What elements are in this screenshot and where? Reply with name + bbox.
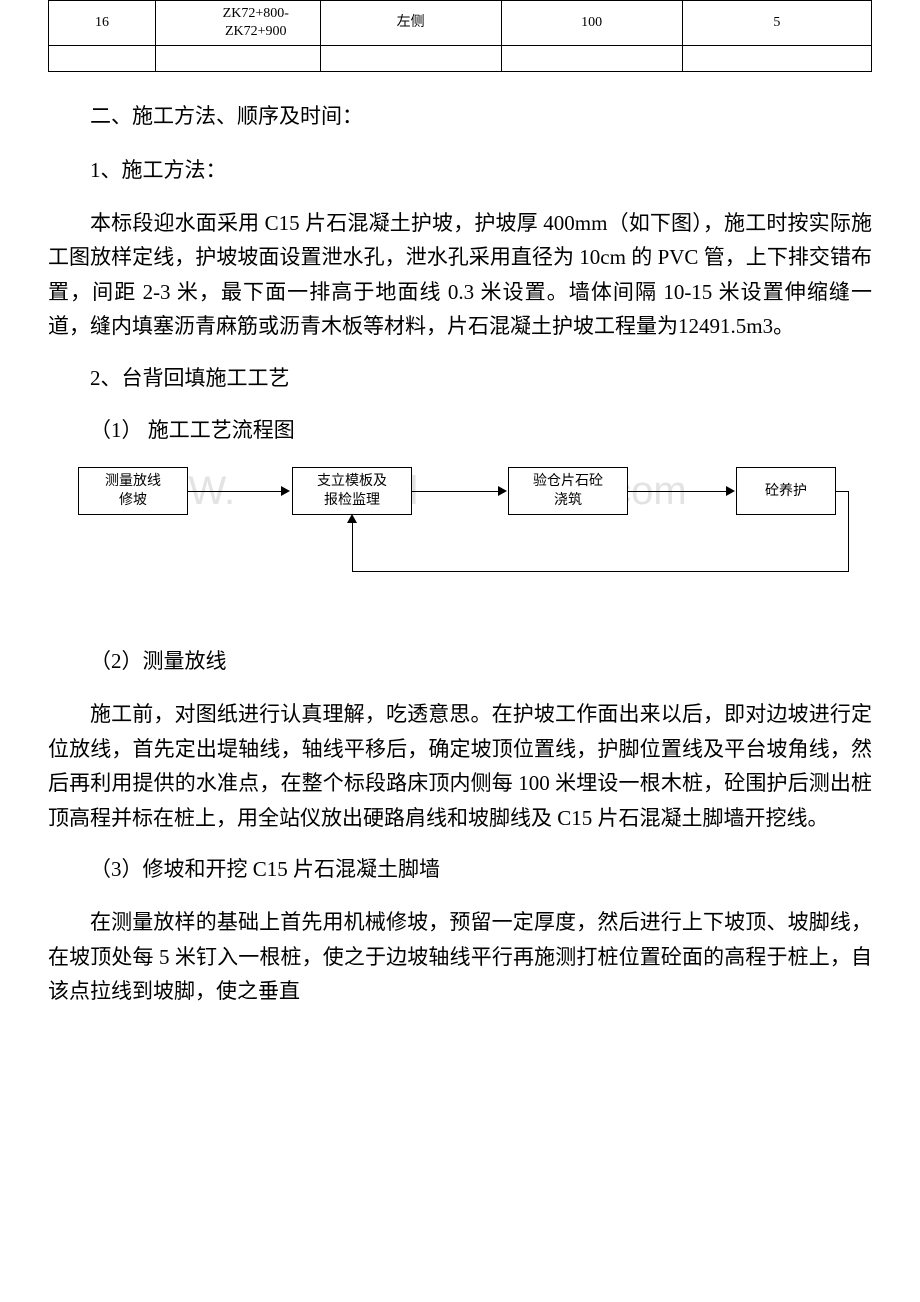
flowchart-edge: [628, 491, 728, 492]
table-row: [49, 46, 872, 72]
flowchart-node: 砼养护: [736, 467, 836, 515]
cell: 100: [501, 1, 682, 46]
cell: 16: [49, 1, 156, 46]
flowchart-edge: [836, 491, 848, 492]
cell-text: ZK72+800-ZK72+900: [176, 5, 312, 41]
flowchart-edge: [848, 491, 849, 571]
flowchart-edge: [188, 491, 283, 492]
paragraph: 在测量放样的基础上首先用机械修坡，预留一定厚度，然后进行上下坡顶、坡脚线，在坡顶…: [48, 905, 872, 1009]
cell: 左侧: [320, 1, 501, 46]
node-label: 验仓片石砼 浇筑: [533, 472, 603, 511]
sub-heading-2-2-3: （3）修坡和开挖 C15 片石混凝土脚墙: [48, 853, 872, 887]
cell: [501, 46, 682, 72]
flowchart-edge: [412, 491, 500, 492]
cell: 5: [682, 1, 871, 46]
flowchart: WWW. d c.com 测量放线 修坡 支立模板及 报检监理 验仓片石砼 浇筑…: [48, 465, 872, 625]
cell: [320, 46, 501, 72]
sub-heading-2-2-1: （1） 施工工艺流程图: [48, 414, 872, 448]
arrow-head-icon: [281, 486, 290, 496]
cell: [49, 46, 156, 72]
flowchart-node: 测量放线 修坡: [78, 467, 188, 515]
sub-heading-2-2-2: （2）测量放线: [48, 645, 872, 679]
flowchart-node: 支立模板及 报检监理: [292, 467, 412, 515]
table-row: 16 ZK72+800-ZK72+900 左侧 100 5: [49, 1, 872, 46]
arrow-head-icon: [726, 486, 735, 496]
node-label: 测量放线 修坡: [105, 472, 161, 511]
node-label: 砼养护: [765, 482, 807, 502]
section-heading-2: 二、施工方法、顺序及时间：: [48, 100, 872, 134]
flowchart-edge: [352, 571, 849, 572]
sub-heading-2-2: 2、台背回填施工工艺: [48, 362, 872, 396]
flowchart-edge: [352, 521, 353, 572]
arrow-head-icon: [498, 486, 507, 496]
flowchart-node: 验仓片石砼 浇筑: [508, 467, 628, 515]
cell: [682, 46, 871, 72]
sub-heading-2-1: 1、施工方法：: [48, 154, 872, 188]
node-label: 支立模板及 报检监理: [317, 472, 387, 511]
arrow-head-icon: [347, 514, 357, 523]
paragraph: 施工前，对图纸进行认真理解，吃透意思。在护坡工作面出来以后，即对边坡进行定位放线…: [48, 697, 872, 836]
cell: ZK72+800-ZK72+900: [155, 1, 320, 46]
paragraph: 本标段迎水面采用 C15 片石混凝土护坡，护坡厚 400mm（如下图），施工时按…: [48, 206, 872, 345]
data-table: 16 ZK72+800-ZK72+900 左侧 100 5: [48, 0, 872, 72]
cell: [155, 46, 320, 72]
